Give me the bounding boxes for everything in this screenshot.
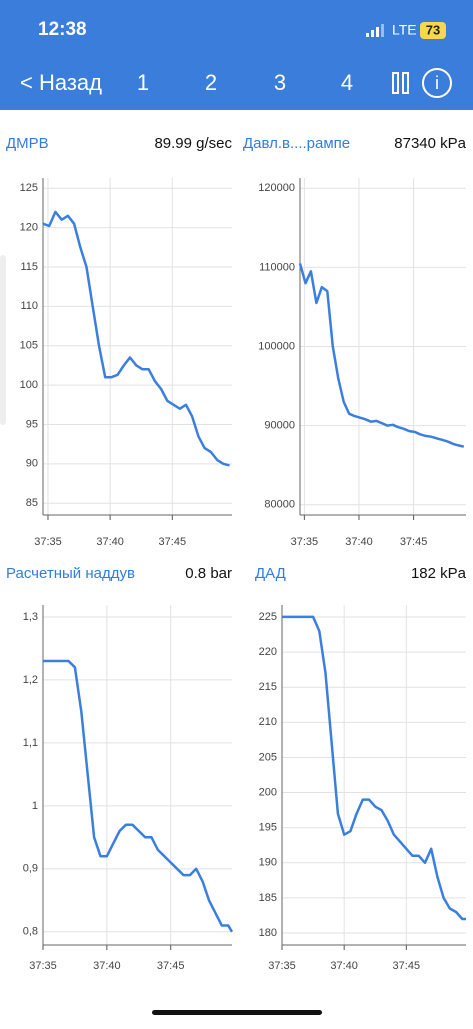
- pause-button[interactable]: [392, 72, 409, 94]
- y-tick-label: 1,1: [23, 737, 38, 749]
- y-tick-label: 180: [259, 927, 277, 939]
- y-tick-label: 125: [20, 182, 38, 194]
- y-tick-label: 0,8: [23, 926, 38, 938]
- y-tick-label: 110000: [259, 261, 295, 273]
- header-bar: [0, 0, 473, 110]
- status-network: LTE: [392, 22, 417, 38]
- y-tick-label: 110: [20, 300, 38, 312]
- y-tick-label: 120: [20, 222, 38, 234]
- y-tick-label: 95: [26, 418, 38, 430]
- x-tick-label: 37:40: [93, 960, 121, 972]
- svg-text:i: i: [435, 73, 439, 93]
- chart-title: ДМРВ: [6, 135, 49, 152]
- y-tick-label: 90000: [264, 420, 295, 432]
- y-tick-label: 100000: [258, 340, 295, 352]
- tab[interactable]: 4: [341, 70, 353, 95]
- y-tick-label: 195: [259, 822, 277, 834]
- y-tick-label: 1,2: [23, 674, 38, 686]
- y-tick-label: 120000: [258, 182, 295, 194]
- y-tick-label: 115: [20, 261, 38, 273]
- y-tick-label: 225: [259, 611, 277, 623]
- data-line: [42, 210, 230, 467]
- x-tick-label: 37:40: [330, 960, 358, 972]
- x-tick-label: 37:35: [291, 536, 319, 548]
- y-tick-label: 205: [259, 751, 277, 763]
- chart-reading: 0.8 bar: [185, 565, 232, 582]
- x-tick-label: 37:45: [157, 960, 185, 972]
- x-tick-label: 37:45: [393, 960, 421, 972]
- home-indicator: [152, 1010, 322, 1015]
- y-tick-label: 1: [32, 800, 38, 812]
- y-tick-label: 215: [259, 681, 277, 693]
- x-tick-label: 37:45: [159, 536, 187, 548]
- x-tick-label: 37:45: [400, 536, 428, 548]
- data-line: [282, 615, 466, 921]
- tab[interactable]: 2: [205, 70, 217, 95]
- battery-level: 73: [426, 22, 440, 37]
- y-tick-label: 90: [26, 458, 38, 470]
- data-line: [298, 263, 465, 448]
- y-tick-label: 85: [26, 497, 38, 509]
- y-tick-label: 220: [259, 646, 277, 658]
- y-tick-label: 210: [259, 716, 277, 728]
- chart-reading: 89.99 g/sec: [154, 135, 232, 152]
- chart-title: ДАД: [255, 565, 286, 582]
- signal-icon: [366, 24, 384, 37]
- y-tick-label: 200: [259, 786, 277, 798]
- y-tick-label: 80000: [264, 499, 295, 511]
- chart-reading: 182 kPa: [411, 565, 467, 582]
- y-tick-label: 100: [20, 379, 38, 391]
- x-tick-label: 37:35: [268, 960, 296, 972]
- side-handle: [0, 255, 6, 425]
- x-tick-label: 37:35: [29, 960, 57, 972]
- x-tick-label: 37:40: [345, 536, 373, 548]
- info-button[interactable]: i: [422, 68, 452, 98]
- x-tick-label: 37:35: [34, 536, 62, 548]
- tab[interactable]: 3: [274, 70, 286, 95]
- y-tick-label: 1,3: [23, 611, 38, 623]
- battery-icon: [420, 22, 446, 39]
- y-tick-label: 0,9: [23, 863, 38, 875]
- y-tick-label: 185: [259, 892, 277, 904]
- chart-title: Давл.в....рампе: [243, 135, 350, 152]
- tab[interactable]: 1: [137, 70, 149, 95]
- y-tick-label: 105: [20, 340, 38, 352]
- chart-reading: 87340 kPa: [394, 135, 466, 152]
- back-button[interactable]: < Назад: [20, 70, 102, 95]
- x-tick-label: 37:40: [96, 536, 124, 548]
- data-line: [43, 659, 234, 933]
- status-time: 12:38: [38, 19, 87, 40]
- chart-title: Расчетный наддув: [6, 565, 135, 582]
- y-tick-label: 190: [259, 857, 277, 869]
